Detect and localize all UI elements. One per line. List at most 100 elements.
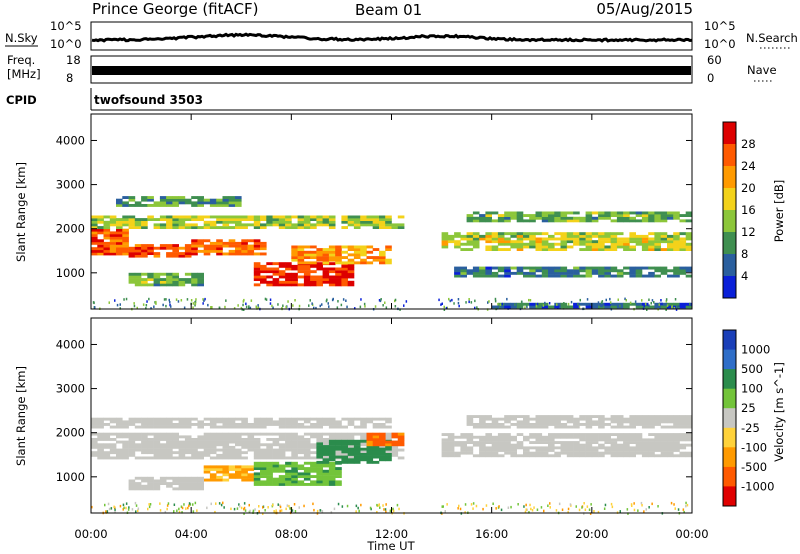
range-cell (316, 267, 323, 271)
range-cell (128, 254, 136, 258)
range-cell (147, 278, 154, 281)
range-cell (616, 242, 624, 246)
noise-cell (312, 502, 314, 506)
range-cell (379, 453, 386, 456)
range-cell (460, 433, 467, 436)
noise-cell (524, 306, 526, 309)
range-cell (341, 256, 348, 259)
range-cell (184, 252, 192, 255)
range-cell (579, 219, 586, 223)
range-cell (134, 275, 142, 279)
range-cell (573, 420, 580, 424)
range-cell (328, 450, 336, 454)
range-cell (297, 264, 305, 268)
noise-cell (645, 508, 647, 511)
range-cell (322, 447, 330, 451)
range-cell (97, 215, 104, 219)
range-cell (235, 244, 242, 248)
range-cell (166, 280, 173, 284)
range-cell (366, 420, 374, 424)
range-cell (385, 435, 392, 439)
range-cell (272, 438, 280, 441)
noise-cell (665, 298, 668, 301)
range-cell (109, 252, 117, 256)
range-cell (285, 448, 292, 452)
range-cell (235, 226, 242, 229)
range-cell (122, 249, 129, 253)
range-cell (535, 211, 543, 215)
range-cell (285, 215, 292, 219)
range-cell (328, 420, 336, 424)
range-cell (667, 274, 674, 278)
range-cell (153, 482, 161, 485)
range-cell (360, 250, 367, 254)
range-cell (116, 239, 123, 243)
range-cell (191, 247, 198, 251)
range-cell (479, 271, 486, 275)
noise-cell (358, 509, 360, 513)
range-cell (253, 483, 261, 486)
range-cell (97, 231, 104, 235)
range-cell (303, 223, 311, 227)
range-cell (648, 242, 655, 246)
range-cell (673, 245, 680, 249)
range-cell (134, 201, 142, 205)
range-cell (191, 479, 198, 483)
velocity-colorbar-label: Velocity [m s^-1] (772, 362, 786, 462)
noise-cell (153, 305, 155, 308)
range-cell (347, 270, 355, 274)
noise-cell (250, 299, 253, 302)
range-cell (635, 240, 643, 244)
range-cell (504, 441, 511, 444)
range-cell (241, 465, 248, 469)
range-cell (147, 196, 154, 199)
range-cell (134, 487, 142, 491)
noise-cell (530, 507, 532, 511)
range-cell (591, 242, 599, 246)
range-cell (372, 425, 380, 429)
velocity-colorbar-tick: 25 (741, 401, 756, 415)
range-cell (560, 271, 568, 275)
range-cell (278, 467, 286, 470)
range-cell (548, 441, 555, 444)
noise-cell (114, 299, 116, 302)
range-cell (341, 245, 348, 249)
range-cell (604, 441, 611, 444)
range-cell (504, 302, 511, 306)
range-cell (266, 483, 273, 486)
range-cell (172, 445, 179, 449)
range-cell (322, 261, 330, 265)
range-cell (510, 271, 517, 275)
range-cell (573, 302, 580, 306)
noise-cell (210, 502, 212, 506)
range-cell (328, 461, 336, 465)
range-cell (228, 198, 236, 202)
range-cell (579, 423, 586, 426)
noise-cell (364, 305, 366, 308)
range-cell (485, 266, 492, 270)
range-cell (591, 240, 599, 244)
range-cell (685, 420, 693, 424)
range-cell (585, 245, 593, 249)
range-cell (216, 417, 223, 421)
range-cell (472, 435, 480, 439)
noise-cell (206, 506, 208, 510)
range-cell (366, 245, 374, 249)
range-cell (667, 237, 674, 241)
range-cell (604, 274, 611, 278)
x-axis-label: Time UT (366, 539, 415, 553)
range-cell (554, 441, 561, 444)
range-cell (598, 269, 605, 273)
range-cell (222, 432, 230, 436)
range-cell (241, 417, 248, 421)
range-cell (128, 479, 136, 483)
noise-cell (567, 511, 569, 514)
range-cell (360, 218, 367, 221)
range-cell (554, 216, 561, 220)
range-cell (566, 269, 574, 273)
range-cell (172, 283, 179, 287)
range-cell (91, 249, 98, 253)
range-cell (541, 245, 549, 249)
noise-cell (279, 509, 281, 513)
noise-cell (499, 306, 501, 310)
